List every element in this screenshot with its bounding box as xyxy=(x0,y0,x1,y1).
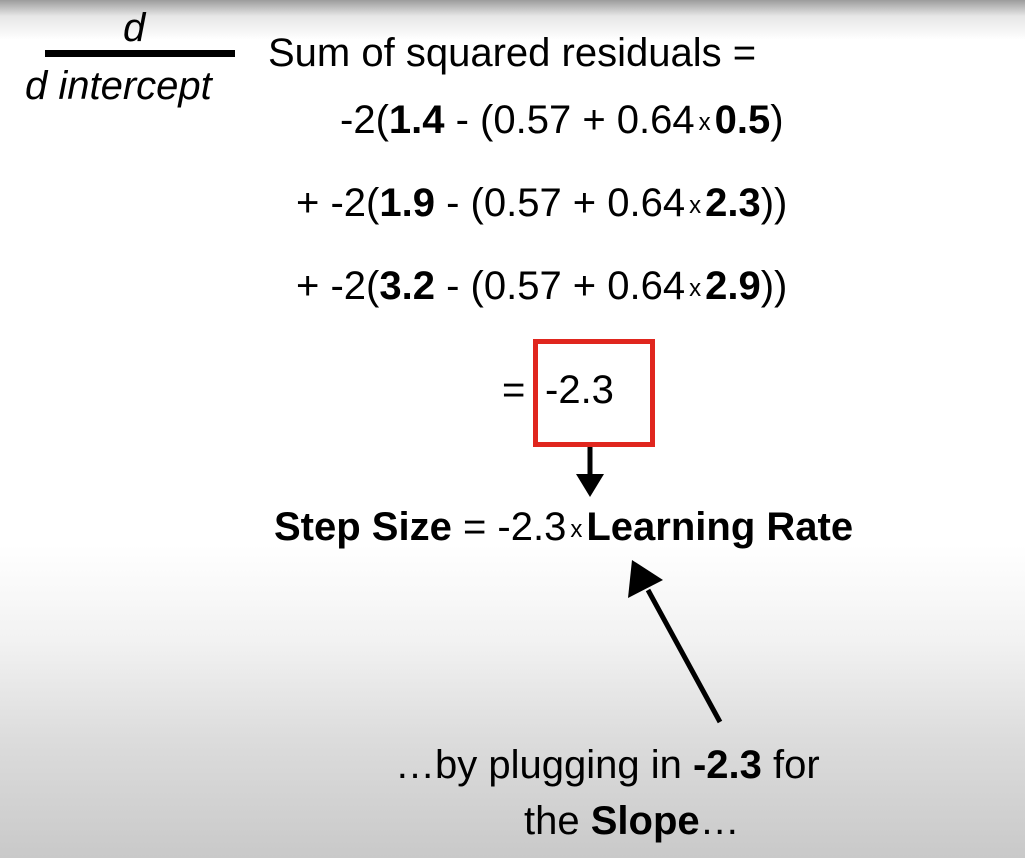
term-line-2: + -2(1.9 - (0.57 + 0.64 x 2.3)) xyxy=(296,181,787,226)
learning-rate-label: Learning Rate xyxy=(586,505,854,549)
caption-text: for xyxy=(761,743,820,787)
x-value: 2.3 xyxy=(705,181,761,225)
term-prefix: + -2( xyxy=(296,181,380,225)
equation-heading: Sum of squared residuals = xyxy=(268,31,757,75)
term-middle: - (0.57 + 0.64 xyxy=(444,98,695,142)
term-suffix: ) xyxy=(770,98,784,142)
caption-text: … xyxy=(699,799,740,843)
x-value: 0.5 xyxy=(714,98,771,142)
observed-value: 1.4 xyxy=(388,98,445,142)
term-line-1: -2(1.4 - (0.57 + 0.64 x 0.5) xyxy=(340,98,784,143)
caption-value: -2.3 xyxy=(692,743,762,787)
term-suffix: )) xyxy=(760,181,788,225)
derivative-numerator: d xyxy=(123,6,146,50)
term-middle: - (0.57 + 0.64 xyxy=(434,181,686,225)
times-sign: x xyxy=(570,516,583,543)
caption-text: the xyxy=(524,799,591,843)
result-equals: = xyxy=(502,368,526,412)
term-suffix: )) xyxy=(760,264,788,308)
caption-line-1: …by plugging in -2.3 for xyxy=(395,743,820,788)
caption-text: …by plugging in xyxy=(395,743,693,787)
times-sign: x xyxy=(698,109,711,136)
caption-slope: Slope xyxy=(590,799,700,843)
term-prefix: + -2( xyxy=(296,264,380,308)
derivative-denominator: d intercept xyxy=(25,64,212,108)
step-size-equation: Step Size = -2.3 x Learning Rate xyxy=(274,505,853,550)
step-equals: = -2.3 xyxy=(451,505,567,549)
observed-value: 1.9 xyxy=(379,181,435,225)
result-value: -2.3 xyxy=(545,368,614,412)
step-size-label: Step Size xyxy=(274,505,452,549)
term-middle: - (0.57 + 0.64 xyxy=(434,264,686,308)
times-sign: x xyxy=(689,275,702,302)
times-sign: x xyxy=(689,192,702,219)
result-highlight-box xyxy=(533,339,655,447)
term-prefix: -2( xyxy=(340,98,389,142)
caption-line-2: the Slope… xyxy=(524,799,740,844)
observed-value: 3.2 xyxy=(379,264,435,308)
x-value: 2.9 xyxy=(705,264,761,308)
down-arrow-icon xyxy=(576,447,604,497)
pointer-arrow-icon xyxy=(628,560,723,724)
term-line-3: + -2(3.2 - (0.57 + 0.64 x 2.9)) xyxy=(296,264,787,309)
fraction-bar xyxy=(45,50,235,57)
